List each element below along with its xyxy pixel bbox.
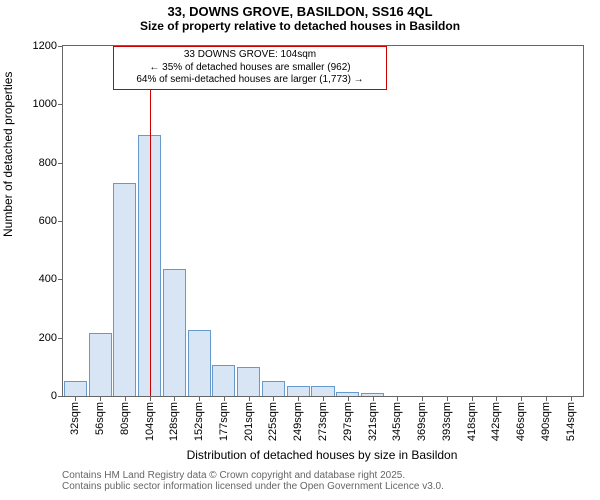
- bar: [64, 381, 87, 396]
- annotation-line-2: ← 35% of detached houses are smaller (96…: [120, 62, 380, 75]
- footer-line-1: Contains HM Land Registry data © Crown c…: [62, 470, 444, 481]
- y-tick-mark: [58, 104, 63, 105]
- y-tick-label: 200: [7, 332, 63, 344]
- x-tick-mark: [249, 396, 250, 401]
- x-tick-label: 273sqm: [317, 402, 329, 441]
- chart-title: 33, DOWNS GROVE, BASILDON, SS16 4QL: [0, 0, 600, 19]
- x-tick-label: 393sqm: [441, 402, 453, 441]
- y-tick-mark: [58, 46, 63, 47]
- bar: [163, 269, 186, 396]
- x-tick-mark: [174, 396, 175, 401]
- x-axis-label: Distribution of detached houses by size …: [62, 448, 582, 462]
- bar: [287, 386, 310, 396]
- highlight-line: [150, 46, 152, 396]
- y-tick-mark: [58, 279, 63, 280]
- x-tick-label: 321sqm: [367, 402, 379, 441]
- x-tick-mark: [422, 396, 423, 401]
- x-tick-label: 490sqm: [540, 402, 552, 441]
- x-tick-label: 80sqm: [119, 402, 131, 435]
- bar: [113, 183, 136, 396]
- x-tick-mark: [323, 396, 324, 401]
- x-tick-label: 466sqm: [515, 402, 527, 441]
- y-axis-label: Number of detached properties: [1, 217, 15, 237]
- x-tick-mark: [199, 396, 200, 401]
- annotation-line-1: 33 DOWNS GROVE: 104sqm: [120, 49, 380, 62]
- x-tick-mark: [150, 396, 151, 401]
- x-tick-mark: [571, 396, 572, 401]
- annotation-line-3: 64% of semi-detached houses are larger (…: [120, 74, 380, 87]
- x-tick-label: 201sqm: [243, 402, 255, 441]
- x-tick-label: 418sqm: [466, 402, 478, 441]
- bar: [89, 333, 112, 396]
- footer-line-2: Contains public sector information licen…: [62, 481, 444, 492]
- annotation-box: 33 DOWNS GROVE: 104sqm ← 35% of detached…: [113, 46, 387, 90]
- y-tick-label: 0: [7, 390, 63, 402]
- x-tick-mark: [75, 396, 76, 401]
- x-tick-mark: [447, 396, 448, 401]
- y-tick-label: 1200: [7, 40, 63, 52]
- bar: [311, 386, 334, 396]
- chart-subtitle: Size of property relative to detached ho…: [0, 19, 600, 33]
- y-tick-label: 800: [7, 157, 63, 169]
- x-tick-label: 104sqm: [144, 402, 156, 441]
- x-tick-label: 128sqm: [168, 402, 180, 441]
- x-tick-label: 369sqm: [416, 402, 428, 441]
- x-tick-mark: [298, 396, 299, 401]
- x-tick-mark: [521, 396, 522, 401]
- x-tick-mark: [397, 396, 398, 401]
- x-tick-mark: [100, 396, 101, 401]
- x-tick-label: 442sqm: [490, 402, 502, 441]
- y-tick-mark: [58, 396, 63, 397]
- x-tick-label: 345sqm: [391, 402, 403, 441]
- y-tick-mark: [58, 221, 63, 222]
- y-tick-label: 1000: [7, 98, 63, 110]
- footer: Contains HM Land Registry data © Crown c…: [62, 470, 444, 492]
- x-tick-mark: [348, 396, 349, 401]
- x-tick-mark: [373, 396, 374, 401]
- x-tick-label: 152sqm: [193, 402, 205, 441]
- x-tick-mark: [273, 396, 274, 401]
- x-tick-mark: [546, 396, 547, 401]
- x-tick-label: 297sqm: [342, 402, 354, 441]
- y-tick-label: 600: [7, 215, 63, 227]
- x-tick-mark: [224, 396, 225, 401]
- y-tick-mark: [58, 338, 63, 339]
- x-tick-mark: [496, 396, 497, 401]
- x-tick-label: 225sqm: [267, 402, 279, 441]
- bar: [262, 381, 285, 396]
- chart-container: 33, DOWNS GROVE, BASILDON, SS16 4QL Size…: [0, 0, 600, 500]
- plot-area: 02004006008001000120032sqm56sqm80sqm104s…: [62, 45, 584, 397]
- bar: [188, 330, 211, 396]
- x-tick-label: 177sqm: [218, 402, 230, 441]
- bar: [212, 365, 235, 396]
- x-tick-mark: [472, 396, 473, 401]
- x-tick-label: 32sqm: [69, 402, 81, 435]
- x-tick-label: 249sqm: [292, 402, 304, 441]
- x-tick-label: 514sqm: [565, 402, 577, 441]
- x-tick-mark: [125, 396, 126, 401]
- y-tick-mark: [58, 163, 63, 164]
- bar: [237, 367, 260, 396]
- y-tick-label: 400: [7, 273, 63, 285]
- x-tick-label: 56sqm: [94, 402, 106, 435]
